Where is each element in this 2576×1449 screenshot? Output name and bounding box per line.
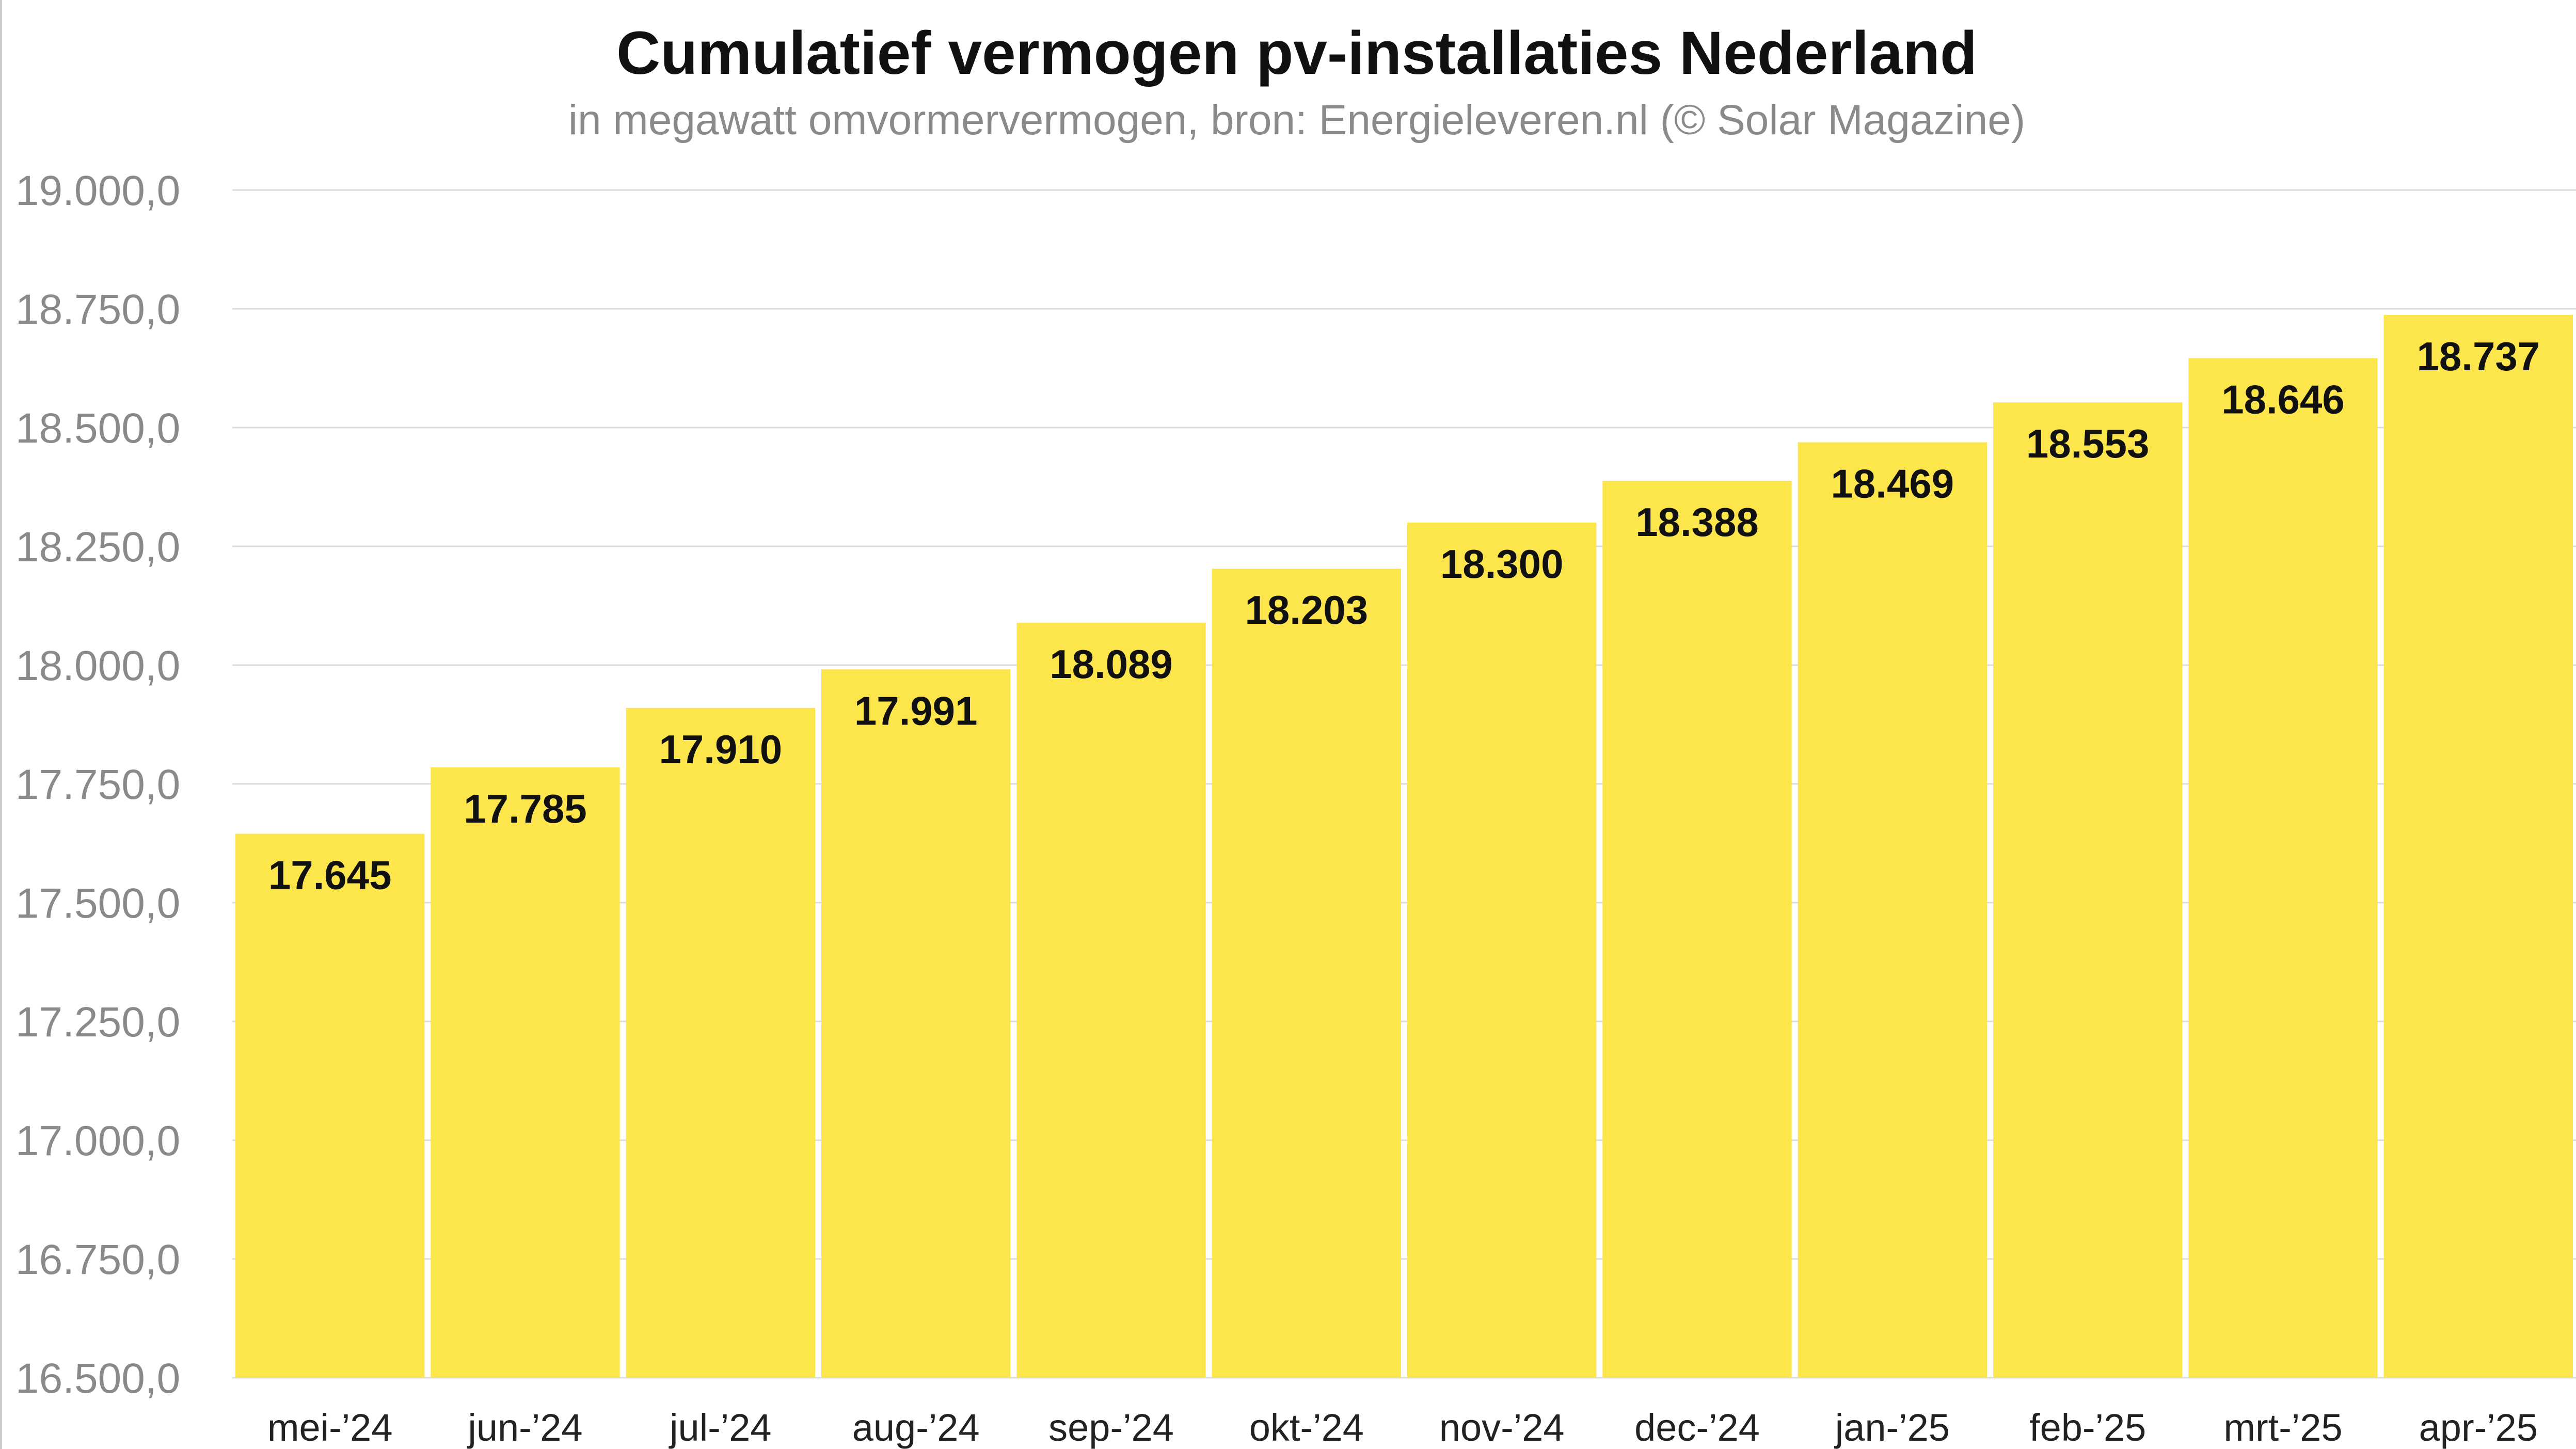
x-tick-label: jul-’24 — [669, 1406, 771, 1449]
bar — [2383, 314, 2573, 1378]
bar — [1798, 442, 1987, 1378]
x-tick-label: sep-’24 — [1048, 1406, 1174, 1449]
gridlines — [232, 189, 2576, 1379]
bar-value-label: 18.388 — [1635, 499, 1759, 545]
bar-value-label: 18.737 — [2417, 334, 2540, 379]
x-tick-label: feb-’25 — [2029, 1406, 2146, 1449]
bar — [1993, 402, 2183, 1378]
y-tick-label: 16.500,0 — [15, 1355, 180, 1402]
bar — [821, 669, 1011, 1378]
bar-value-label: 17.785 — [464, 786, 587, 831]
bar-value-label: 18.089 — [1050, 641, 1173, 687]
bar-value-label: 18.300 — [1440, 541, 1564, 587]
y-tick-label: 17.500,0 — [15, 880, 180, 927]
x-tick-label: aug-’24 — [852, 1406, 980, 1449]
x-tick-label: okt-’24 — [1249, 1406, 1364, 1449]
bar-value-label: 17.645 — [268, 853, 392, 898]
x-tick-label: apr-’25 — [2419, 1406, 2538, 1449]
bar — [1407, 523, 1597, 1378]
chart-subtitle: in megawatt omvormervermogen, bron: Ener… — [568, 97, 2025, 144]
bar-value-label: 18.646 — [2221, 377, 2345, 422]
y-tick-label: 16.750,0 — [15, 1236, 180, 1283]
bar — [1212, 569, 1401, 1378]
x-tick-label: jan-’25 — [1834, 1406, 1950, 1449]
y-tick-label: 17.000,0 — [15, 1117, 180, 1164]
bar — [1602, 481, 1792, 1378]
bar-value-labels: 17.645 17.785 17.910 17.991 18.089 18.203 18.3… — [268, 334, 2540, 898]
bar — [1016, 623, 1206, 1378]
x-tick-label: dec-’24 — [1634, 1406, 1760, 1449]
bar — [431, 767, 620, 1378]
bar-value-label: 18.203 — [1245, 587, 1369, 633]
bar-value-label: 17.991 — [854, 688, 978, 733]
bar-value-label: 18.553 — [2026, 421, 2150, 466]
y-tick-label: 17.750,0 — [15, 761, 180, 808]
bar — [626, 707, 815, 1378]
y-tick-label: 18.500,0 — [15, 405, 180, 452]
bar — [2188, 358, 2378, 1378]
x-axis-tick-labels: mei-’24 jun-’24 jul-’24 aug-’24 sep-’24 okt-’… — [267, 1406, 2538, 1449]
bar — [235, 833, 425, 1378]
bar-value-label: 17.910 — [659, 727, 783, 772]
x-tick-label: mei-’24 — [267, 1406, 393, 1449]
y-tick-label: 18.750,0 — [15, 286, 180, 333]
x-tick-label: jun-’24 — [467, 1406, 582, 1449]
y-axis-tick-labels: 16.500,0 16.750,0 17.000,0 17.250,0 17.500,0… — [15, 167, 180, 1402]
y-tick-label: 18.250,0 — [15, 524, 180, 571]
y-tick-label: 18.000,0 — [15, 642, 180, 689]
chart-title: Cumulatief vermogen pv-installaties Nede… — [616, 19, 1977, 87]
y-tick-label: 17.250,0 — [15, 999, 180, 1046]
x-tick-label: nov-’24 — [1439, 1406, 1565, 1449]
y-tick-label: 19.000,0 — [15, 167, 180, 214]
bars — [235, 314, 2573, 1378]
x-tick-label: mrt-’25 — [2223, 1406, 2342, 1449]
bar-value-label: 18.469 — [1831, 461, 1954, 507]
